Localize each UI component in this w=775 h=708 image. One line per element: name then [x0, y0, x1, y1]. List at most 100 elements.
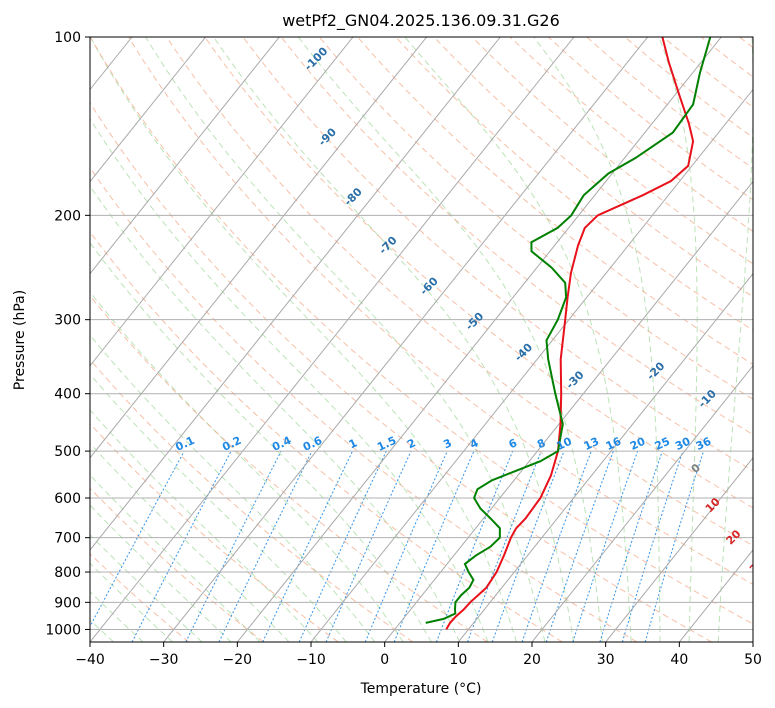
dry-adiabat	[90, 166, 638, 642]
sounding-line	[425, 37, 712, 624]
dry-adiabat	[90, 37, 753, 625]
y-tick-label: 700	[54, 531, 81, 547]
mixing-ratio-line	[325, 450, 412, 642]
moist-adiabat	[213, 37, 575, 642]
x-axis-title: Temperature (°C)	[360, 681, 482, 697]
moist-adiabat	[90, 373, 347, 642]
dry-adiabat	[166, 37, 753, 547]
mixing-ratio-label: 13	[582, 435, 601, 453]
moist-adiabat	[90, 442, 290, 642]
moist-adiabat	[90, 590, 144, 642]
x-tick-label: 0	[380, 652, 389, 668]
mixing-ratio-line	[521, 450, 592, 642]
x-tick-label: −10	[296, 652, 326, 668]
y-tick-label: 100	[54, 30, 81, 46]
isotherm	[90, 37, 354, 367]
y-tick-label: 600	[54, 491, 81, 507]
skewed-isotherms	[90, 37, 753, 642]
wetbulb-label: 30	[747, 556, 767, 576]
moist-adiabat	[90, 562, 173, 642]
isotherm	[531, 364, 753, 642]
isotherm	[90, 37, 501, 551]
moist-adiabat	[90, 117, 489, 642]
chart-title: wetPf2_GN04.2025.136.09.31.G26	[282, 11, 560, 31]
dry-adiabat	[242, 37, 753, 472]
x-tick-label: 40	[670, 652, 688, 668]
series-lines	[425, 37, 712, 630]
y-tick-label: 1000	[45, 622, 81, 638]
y-tick-label: 400	[54, 387, 81, 403]
y-axis: 100 200 300 400 500 600 700 800 900 1000	[45, 30, 90, 638]
moist-adiabat	[658, 37, 698, 642]
moist-adiabat	[297, 37, 603, 642]
y-tick-label: 200	[54, 208, 81, 224]
mixing-ratio-line	[262, 450, 353, 642]
mixing-ratio-line	[545, 450, 614, 642]
isotherm	[605, 457, 753, 642]
y-tick-label: 500	[54, 444, 81, 460]
moist-adiabat	[90, 291, 404, 642]
dry-adiabats	[90, 37, 753, 642]
plot-area: 0.1 0.2 0.4 0.6 1 1.5 2 3 4 6 8 10 13 16 20 25 30 36-100-…	[90, 37, 767, 642]
x-axis: −40 −30 −20 −10 0 10 20 30 40 50	[75, 642, 762, 668]
dry-adiabat	[319, 37, 753, 400]
x-tick-label: −40	[75, 652, 105, 668]
dry-adiabat	[204, 37, 753, 509]
isotherm	[384, 180, 753, 642]
moist-adiabat	[717, 37, 753, 642]
dry-adiabat	[433, 37, 753, 298]
x-tick-label: 10	[449, 652, 467, 668]
dry-adiabat	[90, 422, 339, 642]
isotherm	[90, 37, 207, 183]
moist-adiabat	[90, 504, 232, 642]
x-tick-label: 50	[744, 652, 762, 668]
moist-adiabat	[90, 533, 203, 642]
isotherm	[457, 272, 753, 642]
dry-adiabat	[280, 37, 753, 436]
moist-adiabats	[90, 37, 753, 642]
y-tick-label: 300	[54, 313, 81, 329]
x-tick-label: −20	[223, 652, 253, 668]
y-axis-title: Pressure (hPa)	[12, 290, 28, 390]
mixing-ratio-line	[364, 450, 448, 642]
isotherm	[90, 37, 428, 459]
isotherm	[236, 37, 722, 642]
isotherm	[90, 37, 280, 275]
isotherm	[163, 37, 649, 642]
dry-adiabat	[90, 231, 563, 642]
isotherm	[90, 37, 575, 642]
dry-adiabat	[90, 294, 488, 642]
moist-adiabat	[90, 37, 517, 642]
mixing-ratio-line	[185, 450, 282, 642]
dry-adiabat	[90, 101, 712, 642]
moist-adiabat	[90, 334, 376, 642]
y-tick-label: 900	[54, 595, 81, 611]
mixing-ratio-label: 30	[673, 435, 693, 453]
moist-adiabat	[145, 37, 546, 642]
mixing-ratio-label: 16	[604, 435, 624, 453]
pressure-gridlines	[90, 37, 753, 630]
x-tick-label: 20	[523, 652, 541, 668]
y-tick-label: 800	[54, 565, 81, 581]
moist-adiabat	[533, 37, 661, 642]
mixing-ratio-line	[298, 450, 387, 642]
sounding-line	[445, 37, 695, 630]
mixing-ratio-label: 10	[554, 435, 574, 453]
mixing-ratio-label: 25	[653, 435, 672, 453]
mixing-ratio-line	[599, 450, 663, 642]
moist-adiabat	[90, 241, 432, 642]
mixing-ratio-line	[491, 450, 565, 642]
mixing-ratio-line	[467, 450, 542, 642]
mixing-ratio-line	[90, 450, 185, 628]
isotherm	[310, 88, 753, 642]
mixing-ratio-label: 36	[694, 435, 714, 453]
moist-adiabat	[90, 474, 261, 642]
mixing-ratio-line	[572, 450, 639, 642]
mixing-ratio-line	[621, 450, 684, 642]
x-tick-label: 30	[597, 652, 615, 668]
x-tick-label: −30	[149, 652, 179, 668]
dry-adiabat	[471, 37, 753, 265]
moist-adiabat	[404, 37, 632, 642]
